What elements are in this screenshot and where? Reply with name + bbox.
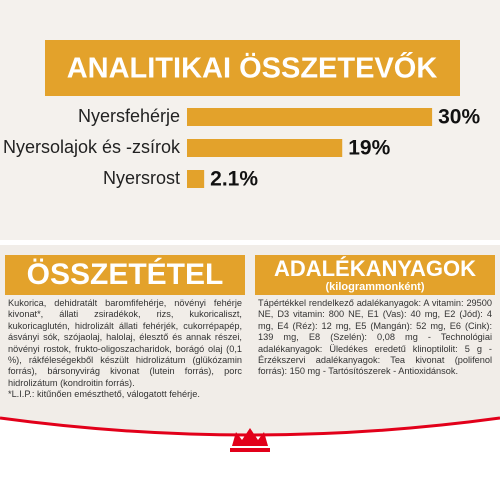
category-label: Nyersolajok és -zsírok bbox=[3, 137, 181, 157]
composition-title: ÖSSZETÉTEL bbox=[5, 255, 245, 295]
bar bbox=[187, 108, 433, 126]
value-label: 30% bbox=[438, 106, 480, 129]
additives-subtitle: (kilogrammonként) bbox=[325, 281, 425, 293]
additives-header: ADALÉKANYAGOK (kilogrammonként) bbox=[255, 255, 495, 295]
composition-body: Kukorica, dehidratált baromfifehérje, nö… bbox=[8, 298, 242, 401]
additives-text: Tápértékkel rendelkező adalékanyagok: A … bbox=[258, 298, 492, 377]
title: ANALITIKAI ÖSSZETEVŐK bbox=[67, 51, 438, 85]
logo bbox=[230, 428, 270, 452]
title-band bbox=[45, 40, 460, 96]
footer-bg bbox=[0, 418, 500, 500]
category-label: Nyersfehérje bbox=[78, 106, 180, 126]
bar bbox=[187, 170, 205, 188]
value-label: 19% bbox=[348, 137, 390, 160]
composition-text: Kukorica, dehidratált baromfifehérje, nö… bbox=[8, 298, 242, 388]
value-label: 2.1% bbox=[210, 168, 258, 191]
bar bbox=[187, 139, 343, 157]
composition-note: *L.I.P.: kitűnően emészthető, válogatott… bbox=[8, 389, 200, 400]
additives-title: ADALÉKANYAGOK bbox=[273, 256, 477, 281]
category-label: Nyersrost bbox=[103, 168, 180, 188]
